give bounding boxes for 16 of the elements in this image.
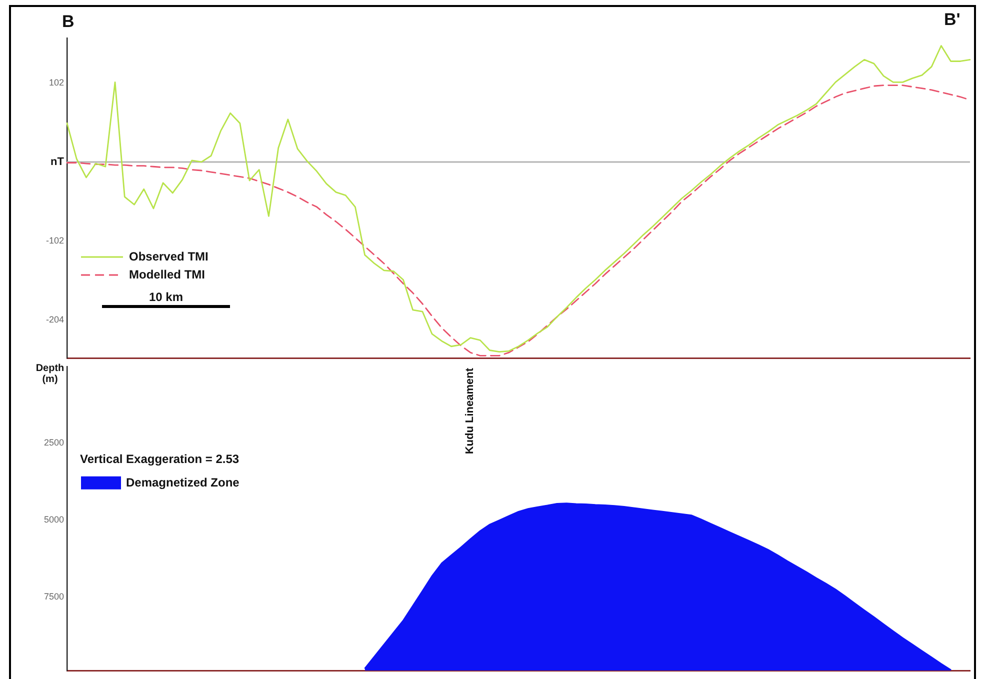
text: B' <box>944 10 960 30</box>
annotation: 10 km <box>148 290 184 304</box>
y-axis-title: Depth (m) <box>34 363 66 385</box>
legend-label: Observed TMI <box>129 249 208 264</box>
y-tick-label: nT <box>50 156 64 168</box>
y-tick-label: -102 <box>46 235 64 246</box>
annotation: Kudu Lineament <box>464 368 476 454</box>
y-tick-label: -204 <box>46 314 64 325</box>
text: B <box>62 12 74 32</box>
legend-label: Demagnetized Zone <box>126 476 240 490</box>
legend-label: Modelled TMI <box>129 267 205 282</box>
y-tick-label: 102 <box>48 77 64 88</box>
y-tick-label: 7500 <box>44 591 64 602</box>
y-tick-label: 2500 <box>44 438 64 448</box>
y-tick-label: 5000 <box>44 514 64 525</box>
annotation: Vertical Exaggeration = 2.53 <box>80 452 240 466</box>
